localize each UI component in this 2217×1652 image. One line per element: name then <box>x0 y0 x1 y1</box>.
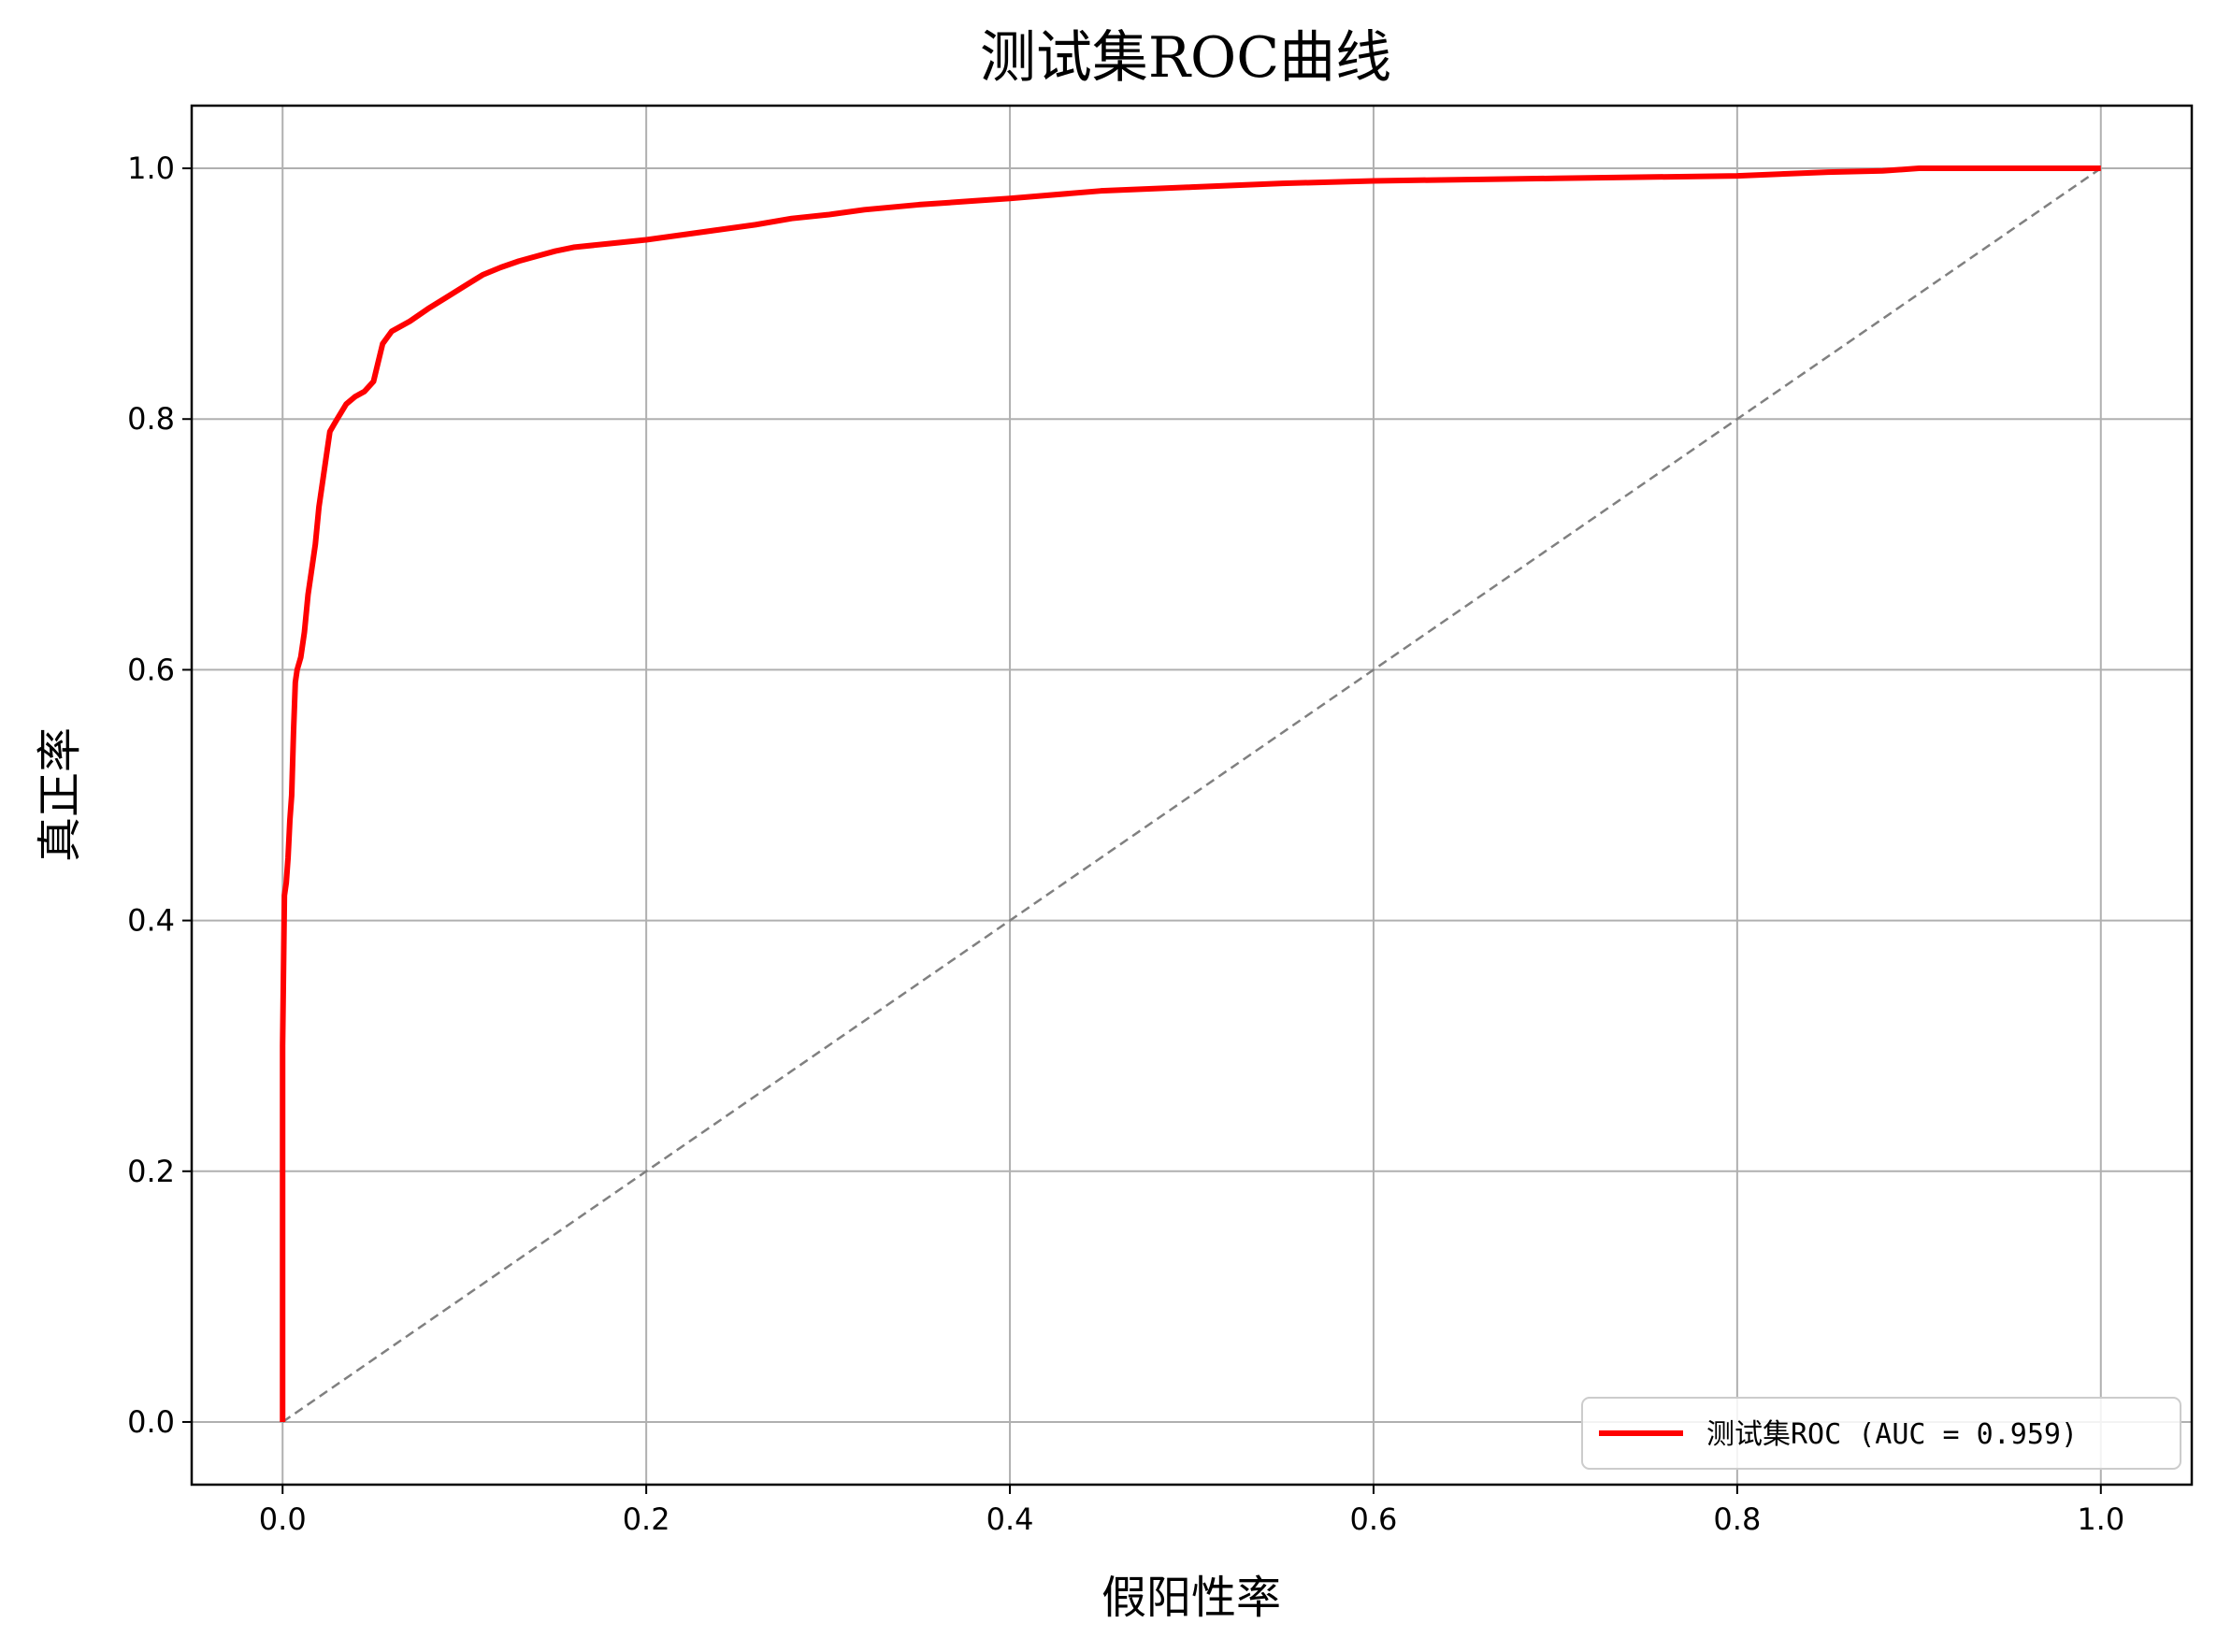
x-tick-label: 1.0 <box>2077 1501 2124 1537</box>
y-tick-label: 0.2 <box>127 1154 175 1189</box>
y-tick-label: 0.0 <box>127 1404 175 1440</box>
x-tick-label: 0.4 <box>986 1501 1034 1537</box>
y-axis-label: 真正率 <box>34 727 86 862</box>
y-tick-label: 0.8 <box>127 401 175 437</box>
y-tick-label: 0.6 <box>127 652 175 687</box>
x-tick-label: 0.2 <box>623 1501 670 1537</box>
legend: 测试集ROC (AUC = 0.959) <box>1581 1397 2181 1470</box>
roc-curve-line <box>280 165 2101 1422</box>
y-tick-label: 1.0 <box>127 151 175 186</box>
plot-frame <box>190 104 2194 1487</box>
x-axis-ticks: 0.0 0.2 0.4 0.6 0.8 1.0 <box>259 1485 2124 1537</box>
grid <box>192 106 2192 1485</box>
x-tick-label: 0.6 <box>1350 1501 1398 1537</box>
random-baseline-line <box>281 167 2102 1423</box>
legend-box <box>1581 1397 2181 1470</box>
chart-title: 测试集ROC曲线 <box>980 25 1391 91</box>
x-tick-label: 0.8 <box>1713 1501 1761 1537</box>
y-axis-ticks: 0.0 0.2 0.4 0.6 0.8 1.0 <box>127 151 192 1440</box>
x-axis-label: 假阳性率 <box>1101 1572 1281 1624</box>
x-tick-label: 0.0 <box>259 1501 307 1537</box>
y-tick-label: 0.4 <box>127 903 175 939</box>
series-layer <box>280 165 2102 1423</box>
legend-entry-roc: 测试集ROC (AUC = 0.959) <box>1706 1418 2078 1451</box>
